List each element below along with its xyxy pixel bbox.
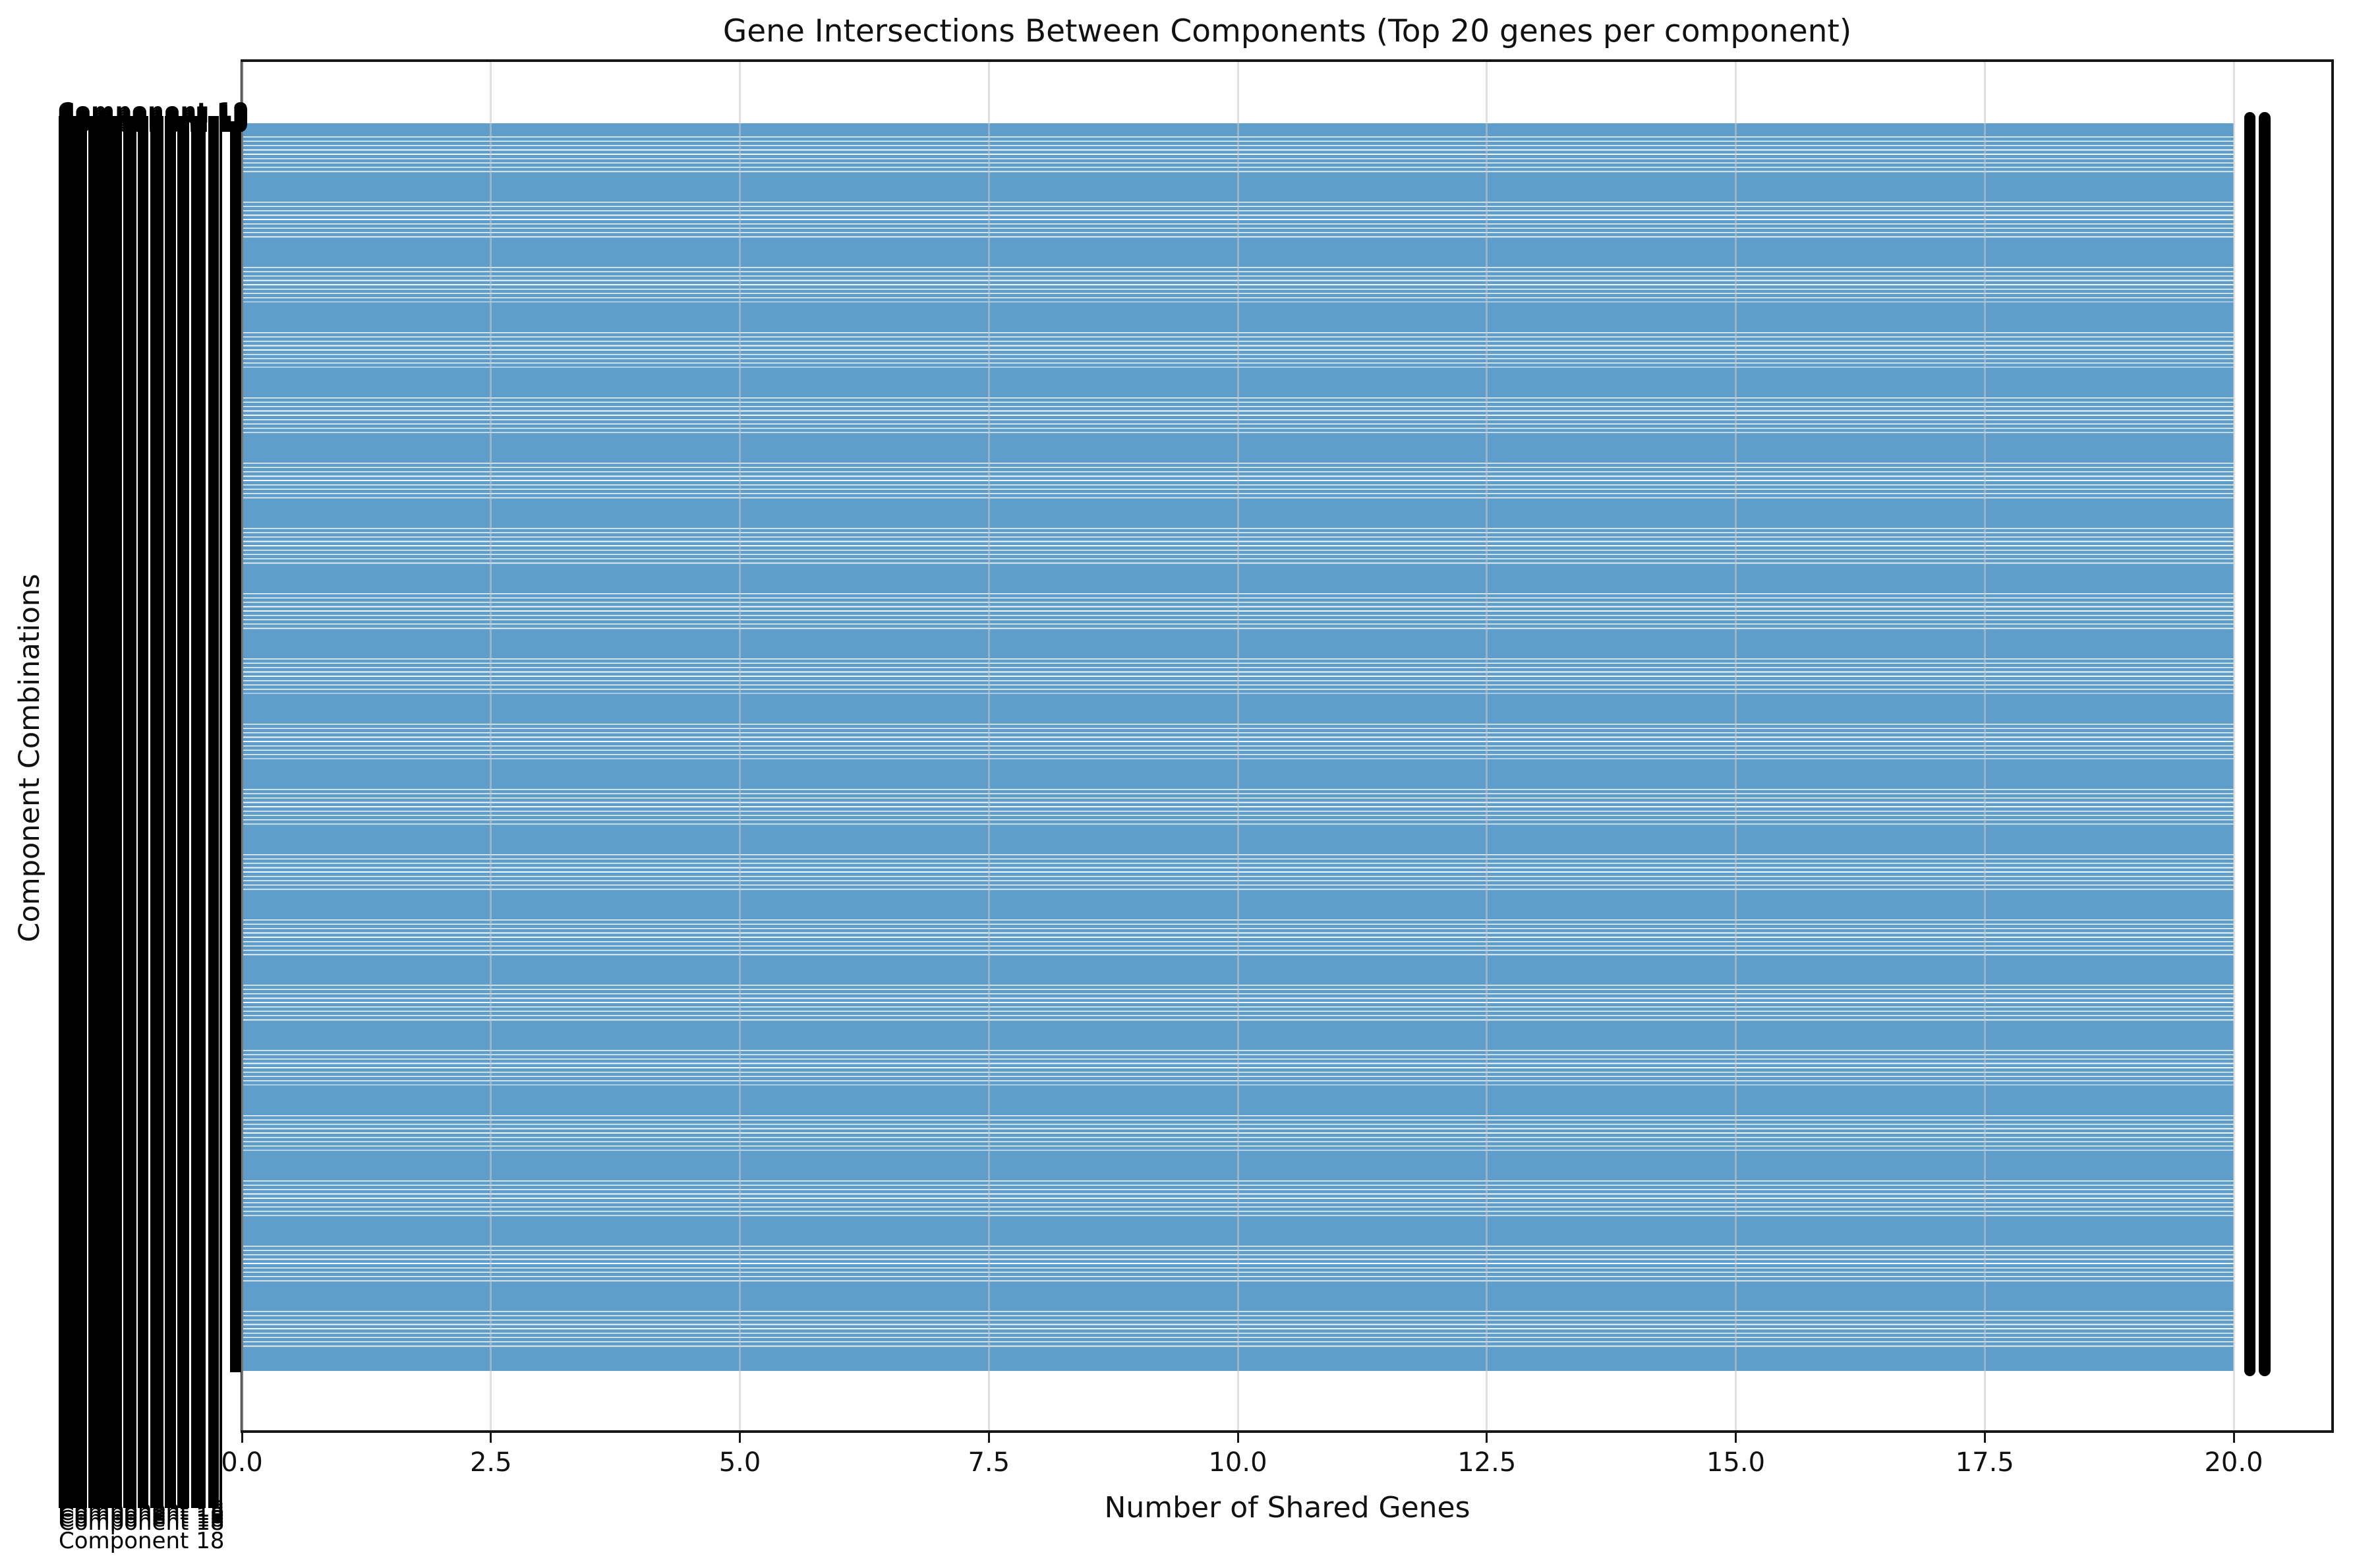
y-tick-label-fragment-lower: Component 18 [59,1509,225,1536]
x-tick-mark [1486,1433,1488,1443]
x-tick-mark [1236,1433,1239,1443]
x-axis-label: Number of Shared Genes [1104,1491,1470,1524]
x-tick-mark [241,1433,243,1443]
x-tick-mark [1735,1433,1737,1443]
gridline [2232,62,2235,1430]
y-label-overlap-column [177,116,189,1508]
x-tick-label: 0.0 [221,1447,263,1478]
x-tick-mark [739,1433,741,1443]
y-label-overlap-column [123,116,136,1508]
y-tick-label-fragment-top: Component 19 [58,98,250,125]
y-axis-label: Component Combinations [13,573,46,943]
gridline [490,62,492,1430]
y-tick-label-fragment-bottom: Component 18 [59,1528,225,1554]
x-tick-label: 7.5 [968,1447,1010,1478]
y-label-overlap-column [208,116,219,1508]
gridline [1486,62,1488,1430]
x-tick-mark [987,1433,990,1443]
x-tick-label: 15.0 [1706,1447,1766,1478]
y-label-overlap-column [150,116,163,1508]
gridline [987,62,990,1430]
y-label-overlap-column [219,116,222,1508]
x-tick-label: 17.5 [1955,1447,2014,1478]
x-tick-label: 10.0 [1208,1447,1267,1478]
chart-title: Gene Intersections Between Components (T… [722,13,1852,49]
x-tick-mark [2232,1433,2235,1443]
gridline [241,62,243,1430]
gridline [1236,62,1239,1430]
y-label-overlap-column [59,116,87,1508]
gridline [739,62,741,1430]
x-tick-label: 12.5 [1457,1447,1517,1478]
x-tick-label: 2.5 [469,1447,512,1478]
gridline [1983,62,1986,1430]
x-tick-label: 20.0 [2204,1447,2263,1478]
y-label-overlap-column [88,116,122,1508]
x-tick-label: 5.0 [718,1447,761,1478]
value-label-overlap-column [2244,112,2255,1376]
value-label-overlap-column [2259,112,2271,1376]
y-label-overlap-column [191,116,206,1508]
x-tick-mark [490,1433,492,1443]
x-tick-mark [1983,1433,1986,1443]
y-label-overlap-column [138,116,148,1508]
y-label-overlap-column [165,116,176,1508]
gridline [1735,62,1737,1430]
y-tick-marks-overlap-column [230,121,241,1372]
